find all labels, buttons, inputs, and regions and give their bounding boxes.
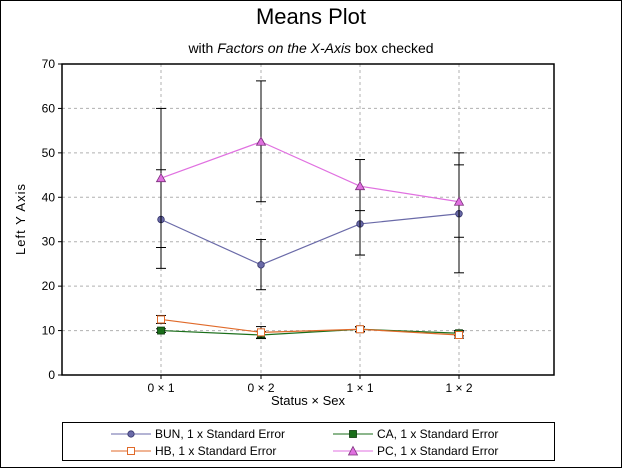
legend-swatch-pc bbox=[333, 444, 373, 458]
x-tick-label: 1 × 2 bbox=[445, 381, 472, 395]
y-tick-label: 60 bbox=[42, 101, 56, 115]
point-pc bbox=[453, 196, 465, 206]
series-pc bbox=[155, 80, 465, 256]
point-bun bbox=[257, 261, 265, 269]
point-hb bbox=[455, 331, 463, 340]
point-hb bbox=[257, 328, 265, 337]
y-axis: 0 10 20 30 40 50 60 70 bbox=[42, 57, 62, 382]
y-tick-label: 40 bbox=[42, 190, 56, 204]
y-tick-label: 0 bbox=[48, 368, 55, 382]
series-layer bbox=[155, 80, 465, 340]
legend-item-ca: CA, 1 x Standard Error bbox=[333, 426, 498, 442]
legend-item-bun: BUN, 1 x Standard Error bbox=[111, 426, 285, 442]
point-pc bbox=[354, 180, 366, 191]
series-bun bbox=[156, 164, 464, 291]
point-pc bbox=[155, 172, 167, 183]
legend-item-hb: HB, 1 x Standard Error bbox=[111, 443, 276, 459]
point-pc bbox=[255, 136, 267, 146]
y-tick-label: 20 bbox=[42, 279, 56, 293]
y-tick-label: 10 bbox=[42, 324, 56, 338]
point-hb bbox=[157, 315, 165, 324]
x-tick-label: 0 × 2 bbox=[247, 381, 274, 395]
legend-label-pc: PC, 1 x Standard Error bbox=[377, 444, 499, 458]
legend-label-bun: BUN, 1 x Standard Error bbox=[155, 427, 286, 441]
x-axis: 0 × 1 0 × 2 1 × 1 1 × 2 bbox=[147, 375, 473, 395]
legend-swatch-hb bbox=[111, 444, 151, 458]
legend-swatch-bun bbox=[111, 427, 151, 441]
subtitle-italic: Factors on the X-Axis bbox=[217, 40, 352, 56]
x-tick-label: 1 × 1 bbox=[346, 381, 373, 395]
legend: BUN, 1 x Standard Error CA, 1 x Standard… bbox=[62, 422, 555, 461]
subtitle-suffix: box checked bbox=[351, 40, 434, 56]
point-ca bbox=[157, 326, 165, 335]
series-line-bun bbox=[160, 213, 460, 266]
subtitle-prefix: with bbox=[188, 40, 218, 56]
legend-swatch-ca bbox=[333, 427, 373, 441]
series-hb bbox=[156, 314, 464, 340]
legend-label-ca: CA, 1 x Standard Error bbox=[377, 427, 499, 441]
chart-subtitle: with Factors on the X-Axis box checked bbox=[0, 40, 622, 56]
x-axis-label: Status × Sex bbox=[271, 393, 346, 408]
grid-layer bbox=[62, 64, 554, 375]
chart-title: Means Plot bbox=[255, 4, 367, 29]
series-line-ca bbox=[160, 328, 460, 336]
y-tick-label: 70 bbox=[42, 57, 56, 71]
series-line-hb bbox=[160, 318, 460, 336]
series-line-pc bbox=[160, 141, 460, 203]
legend-label-hb: HB, 1 x Standard Error bbox=[155, 444, 277, 458]
y-axis-label: Left Y Axis bbox=[13, 183, 28, 255]
x-tick-label: 0 × 1 bbox=[147, 381, 174, 395]
y-tick-label: 50 bbox=[42, 146, 56, 160]
point-hb bbox=[356, 325, 364, 334]
plot-area-border bbox=[61, 63, 555, 376]
legend-item-pc: PC, 1 x Standard Error bbox=[333, 443, 498, 459]
y-tick-label: 30 bbox=[42, 235, 56, 249]
